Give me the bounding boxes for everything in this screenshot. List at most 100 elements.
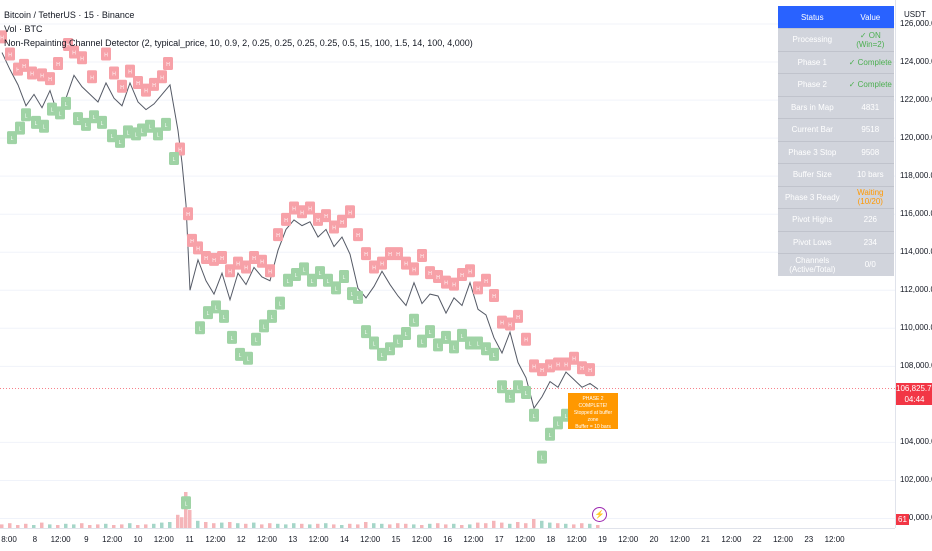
svg-text:H: H [196,246,200,252]
svg-text:H: H [428,271,432,277]
volume-bar [80,523,84,528]
pivot-low-marker: L [7,131,17,145]
volume-bar [420,525,424,528]
volume-bar [404,523,408,528]
pivot-high-marker: H [385,247,395,261]
svg-text:H: H [316,218,320,224]
pivot-high-marker: H [569,351,579,365]
status-label: Processing [778,28,847,51]
svg-text:L: L [405,332,408,338]
status-value: 9508 [846,140,894,164]
svg-text:H: H [30,71,34,77]
volume-bar [372,523,376,528]
status-label: Phase 1 [778,50,847,74]
pivot-high-marker: H [19,58,29,72]
pivot-low-marker: L [409,313,419,327]
pivot-high-marker: H [505,317,515,331]
pivot-low-marker: L [61,96,71,110]
svg-text:L: L [517,385,520,391]
status-value: ✓ Complete [846,73,894,96]
price-axis-label: 108,000.00 [900,361,932,371]
volume-bar [508,523,512,528]
pivot-high-marker: H [305,201,315,215]
svg-text:H: H [452,283,456,289]
price-axis-label: 120,000.00 [900,133,932,143]
price-axis-label: 104,000.00 [900,437,932,447]
pivot-low-marker: L [505,389,515,403]
pivot-low-marker: L [433,338,443,352]
indicator-legend[interactable]: Non-Repainting Channel Detector (2, typi… [4,38,473,48]
volume-bar [212,523,216,528]
svg-text:H: H [532,364,536,370]
svg-text:H: H [292,206,296,212]
svg-text:L: L [557,421,560,427]
svg-text:H: H [300,210,304,216]
svg-text:H: H [308,206,312,212]
pivot-low-marker: L [137,123,147,137]
pivot-low-marker: L [47,102,57,116]
volume-bar [252,522,256,528]
price-axis-label: 126,000.00 [900,19,932,29]
volume-bar [244,523,248,528]
svg-text:L: L [429,330,432,336]
svg-text:L: L [85,123,88,129]
svg-text:H: H [152,83,156,89]
pivot-low-marker: L [251,332,261,346]
pivot-high-marker: H [441,275,451,289]
price-axis-unit[interactable]: USDT [904,10,926,19]
svg-text:L: L [397,340,400,346]
svg-text:H: H [204,256,208,262]
time-axis[interactable]: 8:00 8 12:00 9 12:00 10 12:00 11 12:00 12 12:00 13 1… [0,528,895,551]
svg-text:H: H [436,275,440,281]
volume-bar [460,525,464,528]
svg-text:H: H [284,218,288,224]
time-axis-label: 8:00 [1,535,17,544]
svg-text:L: L [165,123,168,129]
flash-icon[interactable]: ⚡ [592,507,607,522]
pivot-high-marker: H [225,264,235,278]
pivot-high-marker: H [133,75,143,89]
svg-text:L: L [157,132,160,138]
volume-bar [444,524,448,528]
pivot-high-marker: H [109,66,119,80]
volume-bar [136,525,140,528]
volume-bar [40,522,44,528]
pivot-low-marker: L [393,334,403,348]
svg-text:H: H [340,220,344,226]
grid [0,23,895,519]
price-axis-label: 122,000.00 [900,95,932,105]
pivot-high-marker: H [289,201,299,215]
volume-bar [484,523,488,528]
time-axis-label: 14 [339,535,349,544]
price-axis-label: 114,000.00 [900,247,932,257]
volume-bar [516,522,520,528]
pivot-high-marker: H [393,247,403,261]
svg-text:L: L [389,347,392,353]
pivot-high-marker: H [409,262,419,276]
pivot-high-marker: H [329,220,339,234]
pivot-low-marker: L [203,306,213,320]
callout-line-3: Buffer = 10 bars [575,424,611,430]
volume-bar [120,524,124,528]
status-label: Pivot Highs [778,208,847,231]
status-value: 0/0 [846,253,894,276]
time-axis-label: 12:00 [721,535,742,544]
status-row: Pivot Lows 234 [778,230,894,254]
volume-legend[interactable]: Vol · BTC [4,24,43,34]
volume-bar [292,523,296,528]
price-axis[interactable]: USDT 126,000.00 124,000.00 122,000.00 120,0… [895,0,932,528]
pivot-high-marker: H [69,45,79,59]
pivot-high-marker: H [5,47,15,61]
svg-text:L: L [111,134,114,140]
time-axis-label: 12:00 [411,535,432,544]
svg-text:L: L [43,125,46,131]
time-axis-label: 12:00 [205,535,226,544]
time-axis-label: 8 [32,535,38,544]
svg-text:H: H [460,273,464,279]
pivot-low-marker: L [529,408,539,422]
pivot-low-marker: L [385,342,395,356]
pivot-low-marker: L [153,127,163,141]
symbol-title[interactable]: Bitcoin / TetherUS · 15 · Binance [4,10,135,20]
